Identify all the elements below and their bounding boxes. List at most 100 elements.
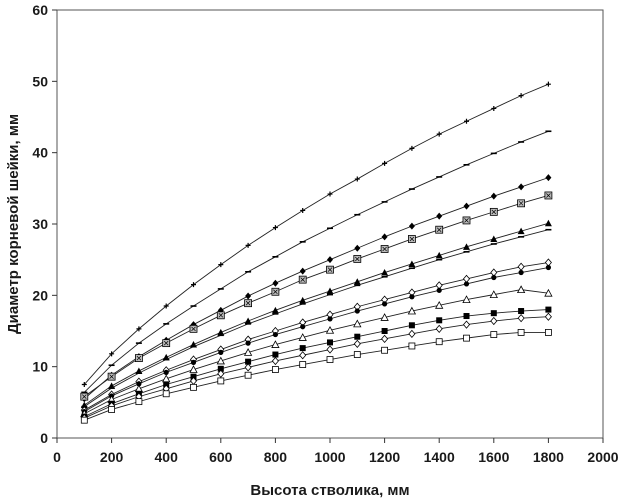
- data-point: [218, 262, 224, 268]
- y-tick-label: 60: [32, 2, 48, 18]
- data-point-hatch: [109, 374, 114, 379]
- x-axis-title: Высота стволика, мм: [250, 482, 409, 499]
- data-point: [409, 294, 415, 300]
- data-point: [517, 329, 525, 336]
- data-point: [408, 260, 416, 267]
- data-point-hatch: [464, 218, 469, 223]
- series-12: [80, 329, 552, 424]
- series-line: [83, 130, 549, 393]
- data-point: [217, 365, 224, 372]
- data-point: [435, 324, 443, 333]
- data-point: [272, 351, 279, 358]
- x-tick-label: 600: [209, 449, 233, 465]
- data-point: [136, 326, 142, 332]
- x-tick-label: 0: [53, 449, 61, 465]
- series-line: [84, 331, 549, 421]
- data-point: [463, 334, 470, 342]
- data-point-hatch: [163, 340, 169, 346]
- data-point: [517, 227, 525, 235]
- series-line: [84, 309, 549, 418]
- data-point: [244, 363, 252, 372]
- data-point: [298, 333, 307, 341]
- data-point: [190, 359, 197, 365]
- series-5: [80, 219, 552, 409]
- data-point: [300, 324, 306, 330]
- data-point: [436, 212, 443, 220]
- data-point: [435, 251, 443, 259]
- data-point: [272, 225, 278, 231]
- data-point: [380, 313, 389, 321]
- series-line: [84, 262, 549, 411]
- data-point: [518, 308, 525, 315]
- data-point-hatch: [245, 300, 251, 306]
- data-point: [545, 264, 552, 271]
- data-point: [518, 93, 524, 99]
- data-point: [325, 325, 335, 334]
- data-point: [191, 282, 196, 288]
- data-point: [464, 118, 469, 124]
- data-point: [544, 219, 552, 227]
- x-tick-label: 1200: [369, 449, 400, 465]
- data-point: [381, 233, 388, 241]
- data-point: [136, 381, 142, 387]
- data-point: [299, 345, 306, 352]
- data-point: [300, 207, 306, 213]
- data-point: [382, 301, 388, 307]
- data-point: [545, 329, 552, 336]
- data-point: [463, 313, 470, 320]
- x-tick-label: 1800: [533, 449, 564, 465]
- data-point: [408, 322, 415, 329]
- data-point: [490, 235, 498, 242]
- data-point: [518, 269, 524, 276]
- data-point: [271, 340, 280, 348]
- data-point: [244, 371, 252, 379]
- data-point-hatch: [218, 313, 224, 318]
- data-point: [435, 338, 443, 346]
- data-point: [163, 369, 169, 375]
- data-point: [381, 334, 389, 343]
- data-point-hatch: [409, 236, 415, 242]
- data-point: [518, 183, 525, 191]
- data-point: [462, 295, 471, 304]
- data-point: [271, 306, 279, 314]
- data-point: [409, 145, 415, 151]
- data-point-hatch: [382, 246, 387, 252]
- data-point: [382, 160, 388, 166]
- data-point: [299, 296, 307, 304]
- data-point-hatch: [191, 326, 196, 332]
- series-layer: [80, 81, 553, 424]
- series-line: [84, 177, 549, 400]
- data-point-hatch: [355, 256, 360, 262]
- data-point: [490, 331, 498, 338]
- data-point: [326, 345, 334, 354]
- data-point: [381, 346, 389, 354]
- data-point: [491, 274, 497, 281]
- data-point: [327, 339, 333, 346]
- data-point: [190, 373, 197, 380]
- data-point: [162, 390, 170, 398]
- series-line: [84, 316, 549, 419]
- data-point-hatch: [436, 227, 442, 232]
- data-point: [326, 287, 334, 295]
- y-tick-label: 20: [32, 287, 48, 303]
- y-tick-label: 0: [40, 430, 48, 446]
- data-point: [245, 358, 252, 365]
- series-line: [84, 229, 549, 407]
- data-point: [135, 398, 143, 406]
- data-point: [408, 222, 415, 230]
- data-point: [190, 383, 197, 391]
- data-point: [463, 281, 470, 287]
- y-tick-label: 50: [32, 73, 48, 89]
- data-point: [544, 312, 552, 321]
- data-point: [327, 256, 333, 264]
- y-axis-title: Диаметр корневой шейки, мм: [5, 114, 22, 334]
- data-point: [327, 191, 333, 197]
- data-point: [408, 329, 416, 338]
- x-tick-label: 200: [100, 449, 124, 465]
- data-point: [109, 351, 115, 357]
- data-point: [163, 381, 170, 388]
- data-point: [299, 361, 307, 368]
- data-point: [218, 349, 224, 355]
- data-point: [516, 285, 526, 294]
